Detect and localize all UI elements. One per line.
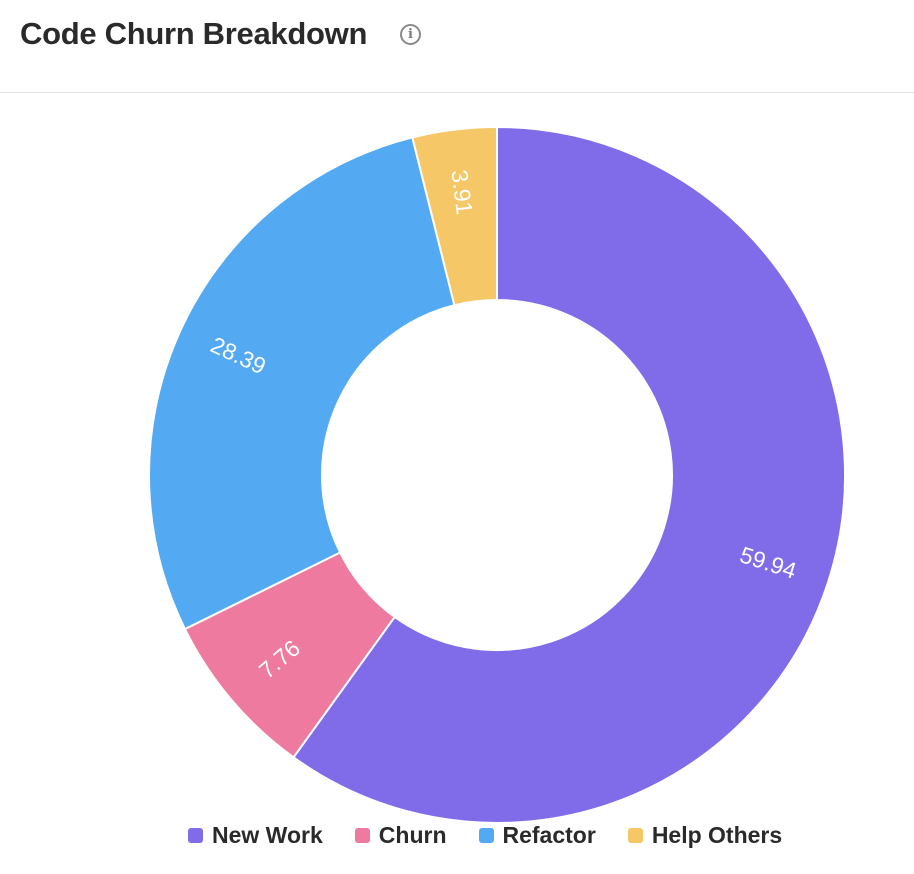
donut-chart: 59.94 7.76 28.39 3.91 (0, 93, 914, 874)
legend-item-help-others[interactable]: Help Others (627, 822, 783, 849)
chart-legend: New Work Churn Refactor Help Others (188, 822, 814, 849)
legend-swatch (627, 828, 643, 843)
donut-slice-help-others[interactable] (411, 125, 498, 307)
data-label-help-others: 3.91 (446, 168, 477, 216)
page-title: Code Churn Breakdown (20, 16, 368, 51)
legend-swatch (478, 828, 494, 843)
legend-label: Refactor (502, 822, 596, 848)
legend-label: New Work (212, 822, 323, 848)
donut-slice-new-work[interactable] (292, 125, 846, 824)
legend-item-refactor[interactable]: Refactor (478, 822, 596, 849)
legend-item-new-work[interactable]: New Work (188, 822, 323, 849)
legend-label: Help Others (651, 822, 783, 848)
legend-label: Churn (378, 822, 447, 848)
legend-item-churn[interactable]: Churn (354, 822, 447, 849)
chart-header: Code Churn Breakdown i (0, 0, 914, 93)
legend-swatch (188, 828, 203, 843)
info-icon[interactable]: i (400, 24, 421, 45)
legend-swatch (354, 828, 370, 843)
donut-slice-refactor[interactable] (148, 136, 456, 631)
